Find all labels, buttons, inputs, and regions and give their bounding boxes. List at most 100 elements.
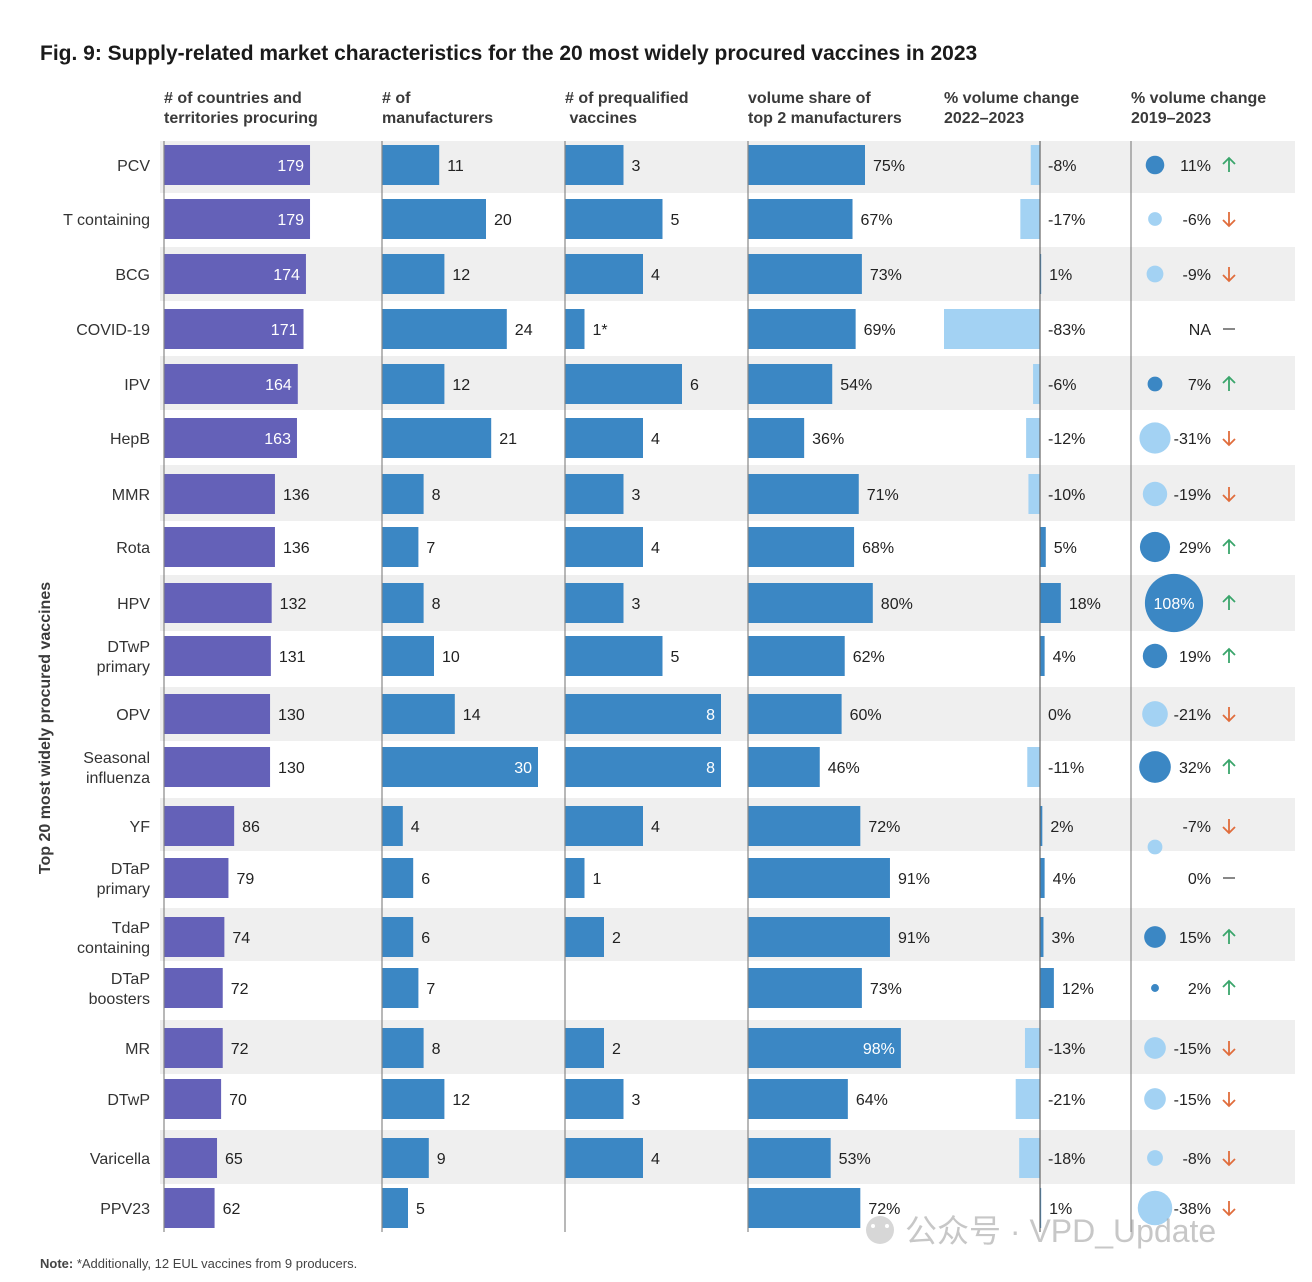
manufacturers-label: 12 bbox=[452, 267, 470, 284]
prequalified-bar bbox=[565, 527, 643, 567]
change-22-23-bar bbox=[1040, 917, 1044, 957]
manufacturers-label: 8 bbox=[432, 596, 441, 613]
change-22-23-label: -13% bbox=[1048, 1041, 1085, 1058]
row-band bbox=[160, 575, 1295, 631]
change-22-23-label: 5% bbox=[1054, 540, 1077, 557]
row-band bbox=[160, 356, 1295, 410]
countries-label: 163 bbox=[264, 431, 291, 448]
manufacturers-label: 9 bbox=[437, 1151, 446, 1168]
prequalified-label: 3 bbox=[632, 487, 641, 504]
change-22-23-label: 1% bbox=[1049, 267, 1072, 284]
prequalified-bar bbox=[565, 1028, 604, 1068]
trend-up-arrow-icon bbox=[1222, 758, 1236, 774]
prequalified-bar bbox=[565, 254, 643, 294]
share-bar bbox=[748, 636, 845, 676]
wechat-icon-eye bbox=[885, 1224, 889, 1228]
row-label: BCG bbox=[115, 267, 150, 284]
change-22-23-label: 4% bbox=[1053, 871, 1076, 888]
countries-label: 132 bbox=[280, 596, 307, 613]
manufacturers-bar bbox=[382, 968, 419, 1008]
countries-label: 72 bbox=[231, 981, 249, 998]
row-label: OPV bbox=[116, 707, 150, 724]
countries-bar bbox=[164, 418, 297, 458]
trend-up-arrow-icon bbox=[1222, 594, 1236, 610]
change-22-23-label: -83% bbox=[1048, 322, 1085, 339]
change-19-23-bubble bbox=[1144, 1088, 1166, 1110]
share-label: 67% bbox=[861, 212, 893, 229]
row-band bbox=[160, 908, 1295, 961]
prequalified-label: 3 bbox=[632, 596, 641, 613]
change-19-23-bubble bbox=[1139, 751, 1171, 783]
share-label: 73% bbox=[870, 267, 902, 284]
manufacturers-bar bbox=[382, 418, 492, 458]
trend-down-arrow-icon bbox=[1222, 212, 1236, 228]
row-label: Seasonal bbox=[83, 750, 150, 767]
prequalified-bar bbox=[565, 1079, 624, 1119]
prequalified-bar bbox=[565, 917, 604, 957]
countries-bar bbox=[164, 636, 271, 676]
countries-bar bbox=[164, 474, 275, 514]
countries-bar bbox=[164, 527, 275, 567]
prequalified-bar bbox=[565, 747, 721, 787]
countries-label: 171 bbox=[271, 322, 298, 339]
share-label: 71% bbox=[867, 487, 899, 504]
row-band bbox=[160, 1020, 1295, 1074]
share-bar bbox=[748, 968, 862, 1008]
change-22-23-bar bbox=[944, 309, 1040, 349]
change-19-23-label: -15% bbox=[1174, 1092, 1211, 1109]
change-19-23-bubble bbox=[1144, 926, 1166, 948]
row-seasonal-influenza: Seasonal influenza 130 30 8 46% -11% 32% bbox=[83, 747, 1236, 787]
manufacturers-label: 10 bbox=[442, 649, 460, 666]
column-header-share: volume share of bbox=[748, 90, 871, 107]
change-19-23-bubble bbox=[1148, 212, 1162, 226]
row-label: PCV bbox=[117, 158, 150, 175]
row-label: T containing bbox=[63, 212, 150, 229]
manufacturers-bar bbox=[382, 858, 414, 898]
row-label: influenza bbox=[86, 770, 150, 787]
manufacturers-label: 7 bbox=[426, 540, 435, 557]
manufacturers-bar bbox=[382, 747, 538, 787]
manufacturers-label: 11 bbox=[447, 158, 464, 175]
manufacturers-bar bbox=[382, 694, 455, 734]
row-bcg: BCG 174 12 4 73% 1% -9% bbox=[115, 254, 1236, 294]
row-hepb: HepB 163 21 4 36% -12% -31% bbox=[110, 418, 1236, 458]
countries-label: 130 bbox=[278, 707, 305, 724]
row-hpv: HPV 132 8 3 80% 18% 108% bbox=[117, 573, 1236, 633]
manufacturers-bar bbox=[382, 1079, 445, 1119]
change-19-23-label: -21% bbox=[1174, 707, 1211, 724]
column-header-manufacturers: manufacturers bbox=[382, 110, 493, 127]
share-bar bbox=[748, 309, 856, 349]
change-19-23-bubble bbox=[1139, 531, 1171, 563]
row-mmr: MMR 136 8 3 71% -10% -19% bbox=[112, 474, 1236, 514]
change-22-23-label: -6% bbox=[1048, 377, 1076, 394]
prequalified-label: 1* bbox=[593, 322, 608, 339]
countries-bar bbox=[164, 917, 225, 957]
row-ppv23: PPV23 62 5 72% 1% -38% bbox=[100, 1188, 1236, 1228]
share-label: 91% bbox=[898, 930, 930, 947]
countries-label: 130 bbox=[278, 760, 305, 777]
axis-lines bbox=[163, 141, 1132, 1232]
change-19-23-bubble bbox=[1144, 573, 1204, 633]
manufacturers-label: 8 bbox=[432, 487, 441, 504]
share-label: 80% bbox=[881, 596, 913, 613]
countries-label: 136 bbox=[283, 487, 310, 504]
prequalified-bar bbox=[565, 364, 682, 404]
share-label: 73% bbox=[870, 981, 902, 998]
countries-bar bbox=[164, 1138, 218, 1178]
prequalified-label: 4 bbox=[651, 267, 660, 284]
change-19-23-bubble bbox=[1142, 481, 1168, 507]
manufacturers-label: 20 bbox=[494, 212, 512, 229]
change-19-23-bubble bbox=[1139, 422, 1171, 454]
row-label: primary bbox=[97, 881, 150, 898]
countries-bar bbox=[164, 968, 223, 1008]
change-19-23-bubble bbox=[1147, 839, 1163, 855]
change-19-23-bubble bbox=[1145, 155, 1165, 175]
manufacturers-bar bbox=[382, 806, 403, 846]
share-label: 98% bbox=[863, 1041, 895, 1058]
countries-label: 179 bbox=[277, 212, 304, 229]
prequalified-bar bbox=[565, 694, 721, 734]
row-bands bbox=[160, 141, 1295, 1184]
trend-down-arrow-icon bbox=[1222, 487, 1236, 503]
row-band bbox=[160, 798, 1295, 851]
